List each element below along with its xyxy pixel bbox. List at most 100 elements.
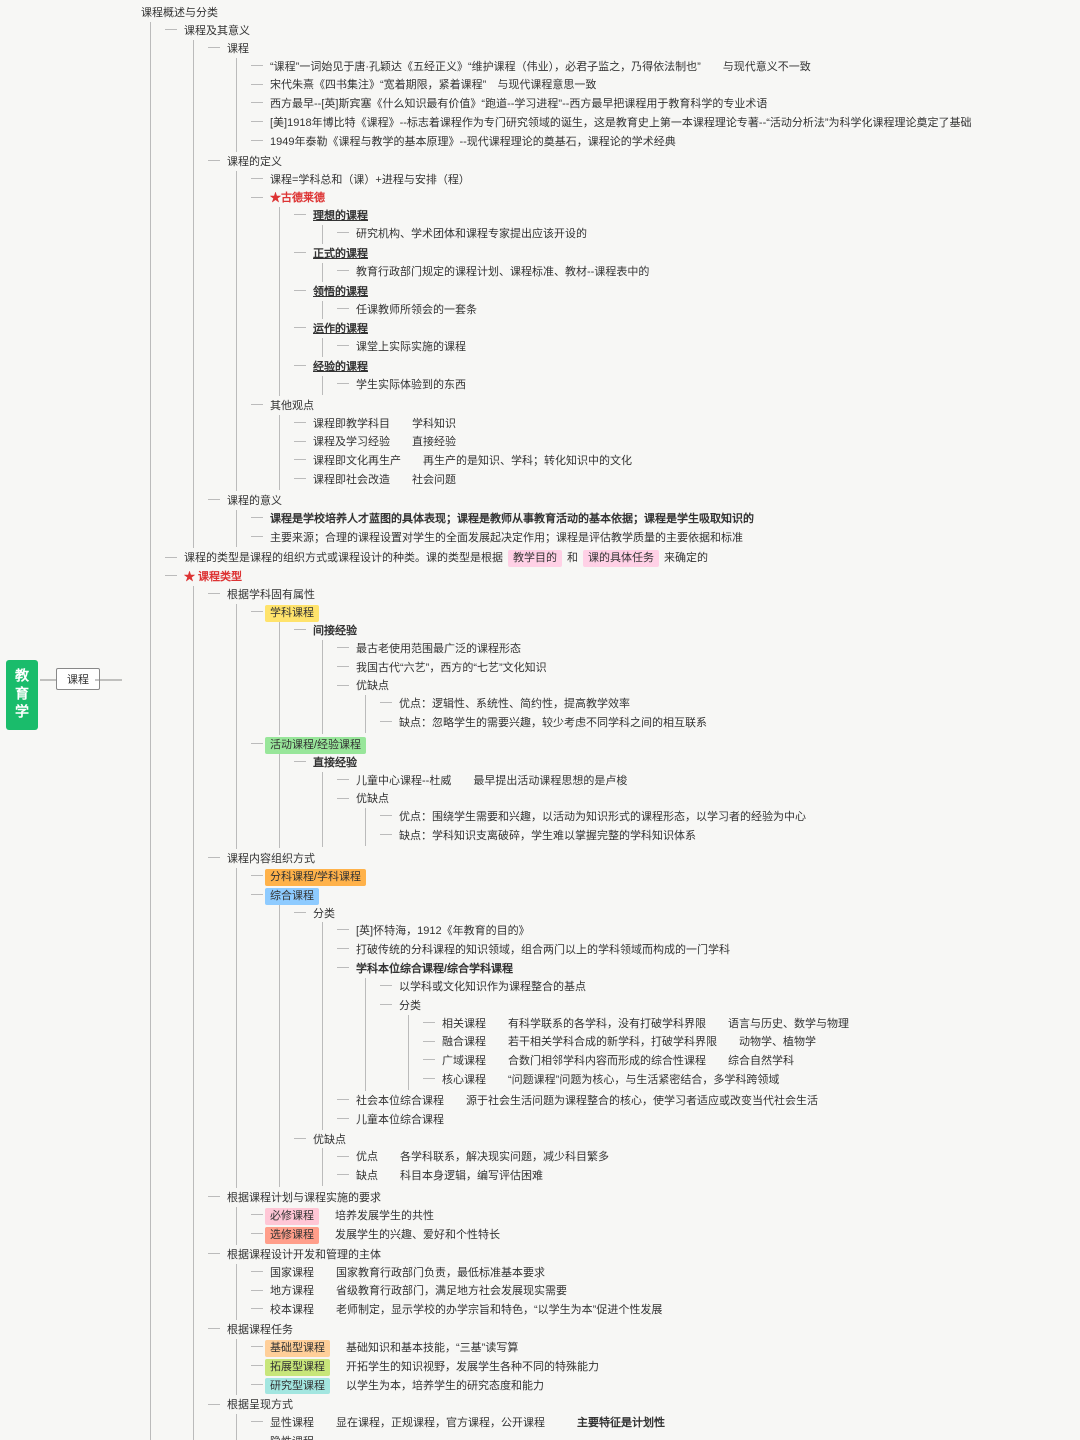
node-label: 课程的类型是课程的组织方式或课程设计的种类。课的类型是根据 [179, 550, 508, 567]
mindmap-node[interactable]: ★古德莱德理想的课程研究机构、学术团体和课程专家提出应该开设的正式的课程教育行政… [251, 189, 1080, 396]
root-node[interactable]: 教育学 [6, 660, 38, 730]
node-label: 必修课程 [265, 1208, 319, 1225]
mindmap-node[interactable]: 儿童本位综合课程 [337, 1111, 1080, 1130]
mindmap-node[interactable]: 拓展型课程 开拓学生的知识视野，发展学生各种不同的特殊能力 [251, 1358, 1080, 1377]
mindmap-node[interactable]: 显性课程 显在课程，正规课程，官方课程，公开课程 主要特征是计划性 [251, 1414, 1080, 1433]
mindmap-node[interactable]: 任课教师所领会的一套条 [337, 301, 1080, 320]
node-label: 运作的课程 [308, 321, 373, 338]
mindmap-node[interactable]: 我国古代“六艺”，西方的“七艺”文化知识 [337, 659, 1080, 678]
mindmap-node[interactable]: 教育行政部门规定的课程计划、课程标准、教材--课程表中的 [337, 263, 1080, 282]
mindmap-node[interactable]: [英]怀特海，1912《年教育的目的》 [337, 922, 1080, 941]
mindmap-node[interactable]: 学科课程间接经验最古老使用范围最广泛的课程形态我国古代“六艺”，西方的“七艺”文… [251, 604, 1080, 736]
mindmap-node[interactable]: 核心课程 “问题课程”问题为核心，与生活紧密结合，多学科跨领域 [423, 1071, 1080, 1090]
mindmap-node[interactable]: 打破传统的分科课程的知识领域，组合两门以上的学科领域而构成的一门学科 [337, 941, 1080, 960]
mindmap-node[interactable]: 社会本位综合课程 源于社会生活问题为课程整合的核心，使学习者适应或改变当代社会生… [337, 1092, 1080, 1111]
mindmap-node[interactable]: 选修课程 发展学生的兴趣、爱好和个性特长 [251, 1226, 1080, 1245]
mindmap-node[interactable]: 课程内容组织方式分科课程/学科课程综合课程分类[英]怀特海，1912《年教育的目… [208, 850, 1080, 1189]
mindmap-node[interactable]: 优缺点优点：逻辑性、系统性、简约性，提高教学效率缺点：忽略学生的需要兴趣，较少考… [337, 677, 1080, 734]
mindmap-node[interactable]: 主要来源；合理的课程设置对学生的全面发展起决定作用；课程是评估教学质量的主要依据… [251, 529, 1080, 548]
mindmap-node[interactable]: 课堂上实际实施的课程 [337, 338, 1080, 357]
mindmap-node[interactable]: 缺点 科目本身逻辑，编写评估困难 [337, 1167, 1080, 1186]
mindmap-node[interactable]: 优缺点优点 各学科联系，解决现实问题，减少科目繁多缺点 科目本身逻辑，编写评估困… [294, 1131, 1080, 1188]
mindmap-node[interactable]: “课程”一词始见于唐·孔颖达《五经正义》“维护课程（伟业），必君子监之，乃得依法… [251, 58, 1080, 77]
mindmap-node[interactable]: 课程及其意义课程“课程”一词始见于唐·孔颖达《五经正义》“维护课程（伟业），必君… [165, 22, 1080, 550]
mindmap-node[interactable]: 课程“课程”一词始见于唐·孔颖达《五经正义》“维护课程（伟业），必君子监之，乃得… [208, 40, 1080, 153]
mindmap-node[interactable]: 根据课程任务基础型课程 基础知识和基本技能，“三基”读写算拓展型课程 开拓学生的… [208, 1321, 1080, 1396]
mindmap-node[interactable]: 活动课程/经验课程直接经验儿童中心课程--杜威 最早提出活动课程思想的是卢梭优缺… [251, 736, 1080, 849]
mindmap-node[interactable]: 根据课程设计开发和管理的主体国家课程 国家教育行政部门负责，最低标准基本要求地方… [208, 1246, 1080, 1321]
mindmap-node[interactable]: 优缺点优点：围绕学生需要和兴趣，以活动为知识形式的课程形态，以学习者的经验为中心… [337, 790, 1080, 847]
mindmap-node[interactable]: 经验的课程学生实际体验到的东西 [294, 358, 1080, 396]
mindmap-node[interactable]: 学科本位综合课程/综合学科课程以学科或文化知识作为课程整合的基点分类相关课程 有… [337, 960, 1080, 1092]
mindmap-node[interactable]: 领悟的课程任课教师所领会的一套条 [294, 283, 1080, 321]
node-label: 课程概述与分类 [136, 5, 223, 22]
level1-node[interactable]: 课程 [56, 668, 100, 690]
mindmap-node[interactable]: 必修课程 培养发展学生的共性 [251, 1207, 1080, 1226]
mindmap-node[interactable]: 优点 各学科联系，解决现实问题，减少科目繁多 [337, 1148, 1080, 1167]
mindmap-node[interactable]: 课程是学校培养人才蓝图的具体表现；课程是教师从事教育活动的基本依据；课程是学生吸… [251, 510, 1080, 529]
node-label: 儿童中心课程--杜威 最早提出活动课程思想的是卢梭 [351, 773, 632, 790]
mindmap-node[interactable]: ★ 课程类型根据学科固有属性学科课程间接经验最古老使用范围最广泛的课程形态我国古… [165, 568, 1080, 1440]
mindmap-node[interactable]: 根据课程计划与课程实施的要求必修课程 培养发展学生的共性选修课程 发展学生的兴趣… [208, 1189, 1080, 1246]
mindmap-node[interactable]: 理想的课程研究机构、学术团体和课程专家提出应该开设的 [294, 207, 1080, 245]
node-tail: 教学目的 [508, 550, 562, 567]
mindmap-node[interactable]: 优点：围绕学生需要和兴趣，以活动为知识形式的课程形态，以学习者的经验为中心 [380, 808, 1080, 827]
mindmap-node[interactable]: 正式的课程教育行政部门规定的课程计划、课程标准、教材--课程表中的 [294, 245, 1080, 283]
mindmap-node[interactable]: 地方课程 省级教育行政部门，满足地方社会发展现实需要 [251, 1282, 1080, 1301]
node-label: 课程 [222, 41, 254, 58]
mindmap-node[interactable]: 课程概述与分类课程及其意义课程“课程”一词始见于唐·孔颖达《五经正义》“维护课程… [122, 4, 1080, 1440]
node-tail: 发展学生的兴趣、爱好和个性特长 [319, 1227, 505, 1244]
mindmap-node[interactable]: 运作的课程课堂上实际实施的课程 [294, 320, 1080, 358]
mindmap-node[interactable]: 宋代朱熹《四书集注》“宽着期限，紧着课程” 与现代课程意思一致 [251, 76, 1080, 95]
mindmap-node[interactable]: 直接经验儿童中心课程--杜威 最早提出活动课程思想的是卢梭优缺点优点：围绕学生需… [294, 754, 1080, 848]
node-label: [美]1918年博比特《课程》--标志着课程作为专门研究领域的诞生，这是教育史上… [265, 115, 977, 132]
mindmap-node[interactable]: 儿童中心课程--杜威 最早提出活动课程思想的是卢梭 [337, 772, 1080, 791]
mindmap-node[interactable]: 分科课程/学科课程 [251, 868, 1080, 887]
mindmap-node[interactable]: 其他观点课程即教学科目 学科知识课程及学习经验 直接经验课程即文化再生产 再生产… [251, 397, 1080, 491]
mindmap-node[interactable]: 学生实际体验到的东西 [337, 376, 1080, 395]
node-tail: 主要特征是计划性 [572, 1415, 670, 1432]
node-label: 优点：围绕学生需要和兴趣，以活动为知识形式的课程形态，以学习者的经验为中心 [394, 809, 811, 826]
mindmap-node[interactable]: 优点：逻辑性、系统性、简约性，提高教学效率 [380, 695, 1080, 714]
mindmap-node[interactable]: 基础型课程 基础知识和基本技能，“三基”读写算 [251, 1339, 1080, 1358]
mindmap-node[interactable]: 校本课程 老师制定，显示学校的办学宗旨和特色，“以学生为本”促进个性发展 [251, 1301, 1080, 1320]
mindmap-node[interactable]: 课程的定义课程=学科总和（课）+进程与安排（程）★古德莱德理想的课程研究机构、学… [208, 153, 1080, 492]
mindmap-node[interactable]: [美]1918年博比特《课程》--标志着课程作为专门研究领域的诞生，这是教育史上… [251, 114, 1080, 133]
mindmap-node[interactable]: 西方最早--[英]斯宾塞《什么知识最有价值》“跑道--学习进程”--西方最早把课… [251, 95, 1080, 114]
mindmap-node[interactable]: 间接经验最古老使用范围最广泛的课程形态我国古代“六艺”，西方的“七艺”文化知识优… [294, 622, 1080, 735]
mindmap-node[interactable]: 课程即文化再生产 再生产的是知识、学科；转化知识中的文化 [294, 452, 1080, 471]
mindmap-node[interactable]: 分类[英]怀特海，1912《年教育的目的》打破传统的分科课程的知识领域，组合两门… [294, 905, 1080, 1131]
mindmap-node[interactable]: 缺点：学科知识支离破碎，学生难以掌握完整的学科知识体系 [380, 827, 1080, 846]
mindmap-node[interactable]: 分类相关课程 有科学联系的各学科，没有打破学科界限 语言与历史、数学与物理融合课… [380, 997, 1080, 1091]
mindmap-node[interactable]: 最古老使用范围最广泛的课程形态 [337, 640, 1080, 659]
mindmap-node[interactable]: 融合课程 若干相关学科合成的新学科，打破学科界限 动物学、植物学 [423, 1033, 1080, 1052]
mindmap-node[interactable]: 综合课程分类[英]怀特海，1912《年教育的目的》打破传统的分科课程的知识领域，… [251, 887, 1080, 1189]
mindmap-node[interactable]: 国家课程 国家教育行政部门负责，最低标准基本要求 [251, 1264, 1080, 1283]
mindmap-node[interactable]: 课程=学科总和（课）+进程与安排（程） [251, 171, 1080, 190]
node-label: 根据课程任务 [222, 1322, 298, 1339]
mindmap-node[interactable]: 缺点：忽略学生的需要兴趣，较少考虑不同学科之间的相互联系 [380, 714, 1080, 733]
mindmap-node[interactable]: 课程的意义课程是学校培养人才蓝图的具体表现；课程是教师从事教育活动的基本依据；课… [208, 492, 1080, 549]
node-label: 直接经验 [308, 755, 362, 772]
node-label: 课程即文化再生产 再生产的是知识、学科；转化知识中的文化 [308, 453, 637, 470]
node-label: 国家课程 国家教育行政部门负责，最低标准基本要求 [265, 1265, 550, 1282]
mindmap-node[interactable]: 广域课程 合数门相邻学科内容而形成的综合性课程 综合自然学科 [423, 1052, 1080, 1071]
mindmap-node[interactable]: 1949年泰勒《课程与教学的基本原理》--现代课程理论的奠基石，课程论的学术经典 [251, 133, 1080, 152]
mindmap-node[interactable]: 相关课程 有科学联系的各学科，没有打破学科界限 语言与历史、数学与物理 [423, 1015, 1080, 1034]
mindmap-node[interactable]: 根据学科固有属性学科课程间接经验最古老使用范围最广泛的课程形态我国古代“六艺”，… [208, 586, 1080, 850]
node-label: 领悟的课程 [308, 284, 373, 301]
mindmap-node[interactable]: 课程即教学科目 学科知识 [294, 415, 1080, 434]
mindmap-node[interactable]: 课程即社会改造 社会问题 [294, 471, 1080, 490]
mindmap-node[interactable]: 根据呈现方式显性课程 显在课程，正规课程，官方课程，公开课程 主要特征是计划性隐… [208, 1396, 1080, 1440]
node-label: 活动课程/经验课程 [265, 737, 366, 754]
mindmap-node[interactable]: 隐性课程也被称为潜在课程，自发课程--1968年杰克逊《班级生活》，特点：内隐性… [251, 1433, 1080, 1440]
node-label: 课程是学校培养人才蓝图的具体表现；课程是教师从事教育活动的基本依据；课程是学生吸… [265, 511, 759, 528]
mindmap-node[interactable]: 课程及学习经验 直接经验 [294, 433, 1080, 452]
node-label: 课程的意义 [222, 493, 287, 510]
node-label: 任课教师所领会的一套条 [351, 302, 482, 319]
mindmap-node[interactable]: 研究型课程 以学生为本，培养学生的研究态度和能力 [251, 1377, 1080, 1396]
mindmap-node[interactable]: 课程的类型是课程的组织方式或课程设计的种类。课的类型是根据教学目的和课的具体任务… [165, 549, 1080, 568]
node-label: 分科课程/学科课程 [265, 869, 366, 886]
mindmap-node[interactable]: 研究机构、学术团体和课程专家提出应该开设的 [337, 225, 1080, 244]
mindmap-node[interactable]: 以学科或文化知识作为课程整合的基点 [380, 978, 1080, 997]
